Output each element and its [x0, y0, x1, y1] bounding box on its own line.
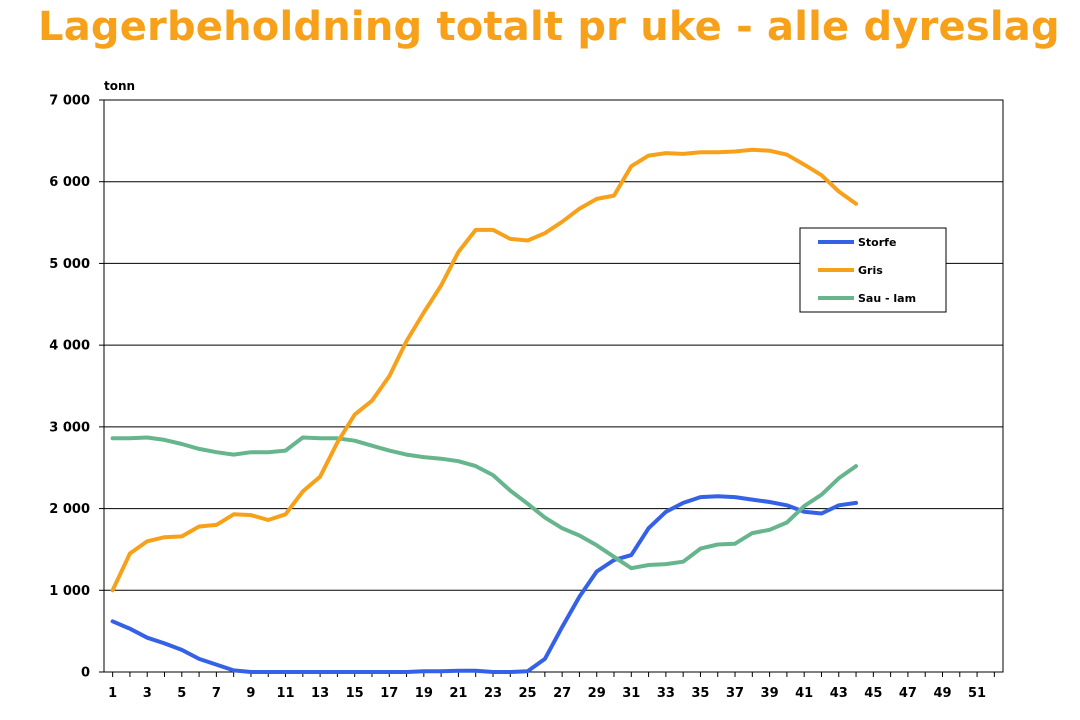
y-tick-label: 3 000 [49, 420, 90, 435]
x-tick-label: 45 [864, 686, 882, 701]
x-tick-label: 43 [830, 686, 848, 701]
x-tick-label: 37 [726, 686, 744, 701]
legend-label-storfe: Storfe [858, 236, 896, 249]
page-title: Lagerbeholdning totalt pr uke - alle dyr… [38, 4, 1060, 50]
x-tick-label: 11 [276, 686, 294, 701]
x-tick-label: 23 [484, 686, 502, 701]
y-tick-label: 1 000 [49, 584, 90, 599]
x-tick-label: 15 [346, 686, 364, 701]
y-axis-unit-label: tonn [104, 79, 135, 93]
series-line-sau-lam [110, 435, 858, 571]
y-tick-label: 7 000 [49, 94, 90, 109]
x-tick-label: 19 [415, 686, 433, 701]
legend: Storfe Gris Sau - lam [799, 227, 947, 313]
x-axis-ticks: 1 3 5 7 9 11 13 15 17 19 21 23 25 27 29 31 33 35 37 39 41 43 4… [108, 672, 995, 701]
x-tick-label: 33 [657, 686, 675, 701]
x-tick-label: 3 [143, 686, 152, 701]
x-tick-label: 35 [691, 686, 709, 701]
x-tick-label: 21 [449, 686, 467, 701]
x-tick-label: 17 [380, 686, 398, 701]
x-tick-label: 9 [246, 686, 255, 701]
x-tick-label: 31 [622, 686, 640, 701]
x-tick-label: 5 [177, 686, 186, 701]
x-tick-label: 41 [795, 686, 813, 701]
y-axis-ticks: 0 1 000 2 000 3 000 4 000 5 000 6 000 7 000 [49, 94, 104, 681]
y-tick-label: 5 000 [49, 257, 90, 272]
y-tick-label: 4 000 [49, 339, 90, 354]
x-tick-label: 7 [212, 686, 221, 701]
x-tick-label: 1 [108, 686, 117, 701]
series-line-gris [110, 147, 858, 593]
series-lines [110, 147, 858, 674]
y-tick-label: 2 000 [49, 502, 90, 517]
x-tick-label: 25 [519, 686, 537, 701]
x-tick-label: 29 [588, 686, 606, 701]
x-tick-label: 27 [553, 686, 571, 701]
legend-label-gris: Gris [858, 264, 883, 277]
plot-frame [103, 99, 1004, 673]
legend-label-sau-lam: Sau - lam [858, 292, 916, 305]
x-tick-label: 13 [311, 686, 329, 701]
y-tick-label: 6 000 [49, 175, 90, 190]
x-tick-label: 49 [933, 686, 951, 701]
grid-lines [104, 99, 1003, 591]
x-tick-label: 51 [968, 686, 986, 701]
x-tick-label: 47 [899, 686, 917, 701]
x-tick-label: 39 [761, 686, 779, 701]
series-line-storfe [110, 494, 858, 674]
y-tick-label: 0 [81, 666, 90, 681]
